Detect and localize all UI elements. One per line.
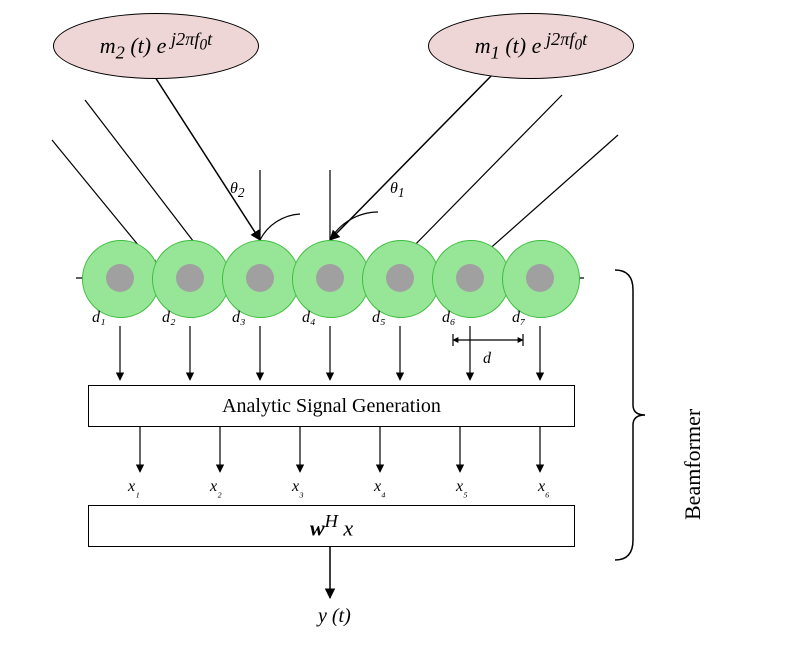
antenna-d-label: d₅ bbox=[372, 309, 386, 327]
antenna-node bbox=[316, 264, 344, 292]
output-y-label: y (t) bbox=[318, 605, 351, 628]
beamformer-weight-box: wH x bbox=[88, 505, 575, 547]
source-m1-ellipse: m1 (t) e j2πf0t bbox=[428, 13, 634, 79]
antenna-node bbox=[106, 264, 134, 292]
x-signal-label: x₂ bbox=[210, 478, 222, 499]
antenna-node bbox=[246, 264, 274, 292]
beamformer-side-label: Beamformer bbox=[680, 409, 706, 520]
antenna-node bbox=[456, 264, 484, 292]
beamformer-weight-label: wH x bbox=[310, 511, 353, 541]
diagram-lines bbox=[0, 0, 800, 650]
antenna-d-label: d₆ bbox=[442, 309, 456, 327]
x-signal-label: x₆ bbox=[538, 478, 550, 499]
x-signal-label: x₄ bbox=[374, 478, 386, 499]
antenna-node bbox=[526, 264, 554, 292]
source-m1-label: m1 (t) e j2πf0t bbox=[475, 29, 587, 64]
antenna-d-label: d₄ bbox=[302, 309, 316, 327]
analytic-signal-label: Analytic Signal Generation bbox=[222, 395, 441, 418]
theta2-label: θ2 bbox=[230, 180, 245, 201]
antenna-d-label: d₇ bbox=[512, 309, 526, 327]
theta1-label: θ1 bbox=[390, 180, 405, 201]
source-m2-ellipse: m2 (t) e j2πf0t bbox=[53, 13, 259, 79]
antenna-node bbox=[176, 264, 204, 292]
x-signal-label: x₁ bbox=[128, 478, 140, 499]
antenna-spacing-label: d bbox=[483, 350, 491, 368]
source-m2-label: m2 (t) e j2πf0t bbox=[100, 29, 212, 64]
antenna-node bbox=[386, 264, 414, 292]
analytic-signal-box: Analytic Signal Generation bbox=[88, 385, 575, 427]
antenna-d-label: d₁ bbox=[92, 309, 106, 327]
antenna-d-label: d₂ bbox=[162, 309, 176, 327]
antenna-d-label: d₃ bbox=[232, 309, 246, 327]
x-signal-label: x₃ bbox=[292, 478, 304, 499]
x-signal-label: x₅ bbox=[456, 478, 468, 499]
